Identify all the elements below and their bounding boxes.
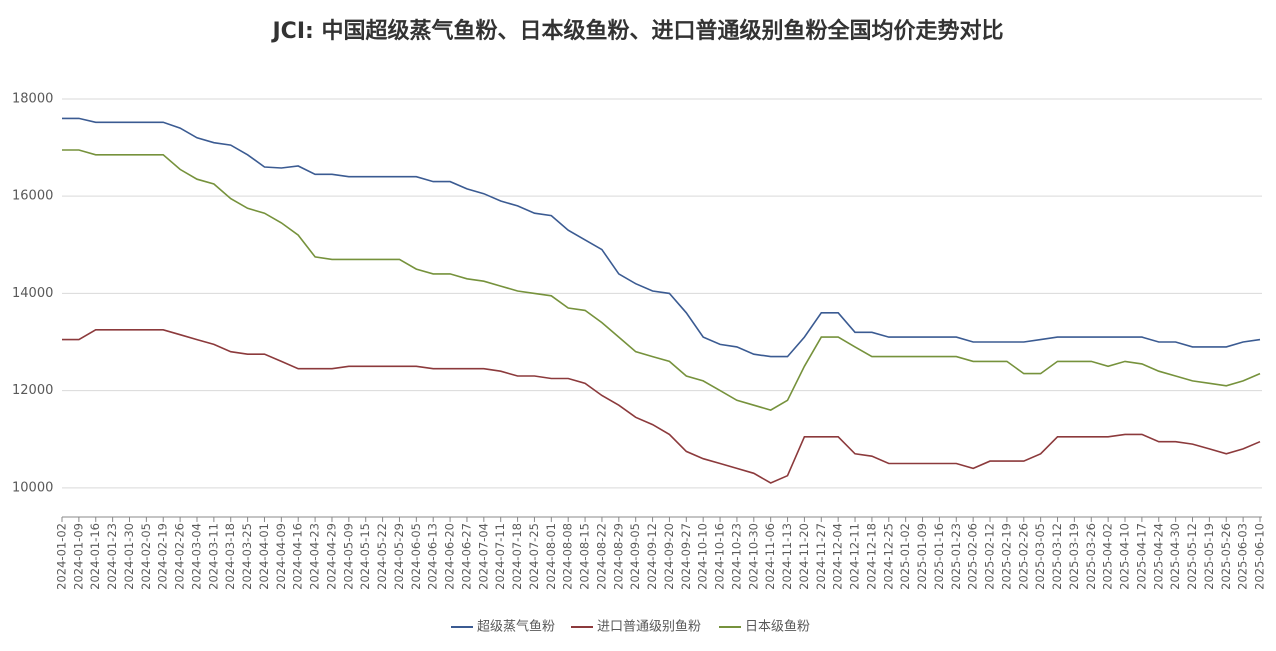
- x-tick-label: 2024-01-30: [122, 523, 136, 590]
- x-tick-label: 2024-09-12: [645, 523, 659, 590]
- x-tick-label: 2025-04-17: [1134, 523, 1148, 590]
- x-tick-label: 2024-02-19: [156, 523, 170, 590]
- x-tick-label: 2024-12-11: [848, 523, 862, 590]
- x-tick-label: 2025-02-26: [1016, 523, 1030, 590]
- x-tick-label: 2024-07-11: [493, 523, 507, 590]
- x-tick-label: 2024-03-04: [189, 523, 203, 590]
- legend-label: 日本级鱼粉: [745, 619, 810, 635]
- x-tick-label: 2025-03-05: [1033, 523, 1047, 590]
- series-line: [62, 117, 1261, 358]
- x-tick-label: 2024-04-29: [324, 523, 338, 590]
- x-tick-label: 2024-05-22: [375, 523, 389, 590]
- x-tick-label: 2024-11-06: [763, 523, 777, 590]
- x-tick-label: 2024-09-20: [662, 523, 676, 590]
- x-tick-label: 2025-03-12: [1050, 523, 1064, 590]
- x-tick-label: 2024-05-29: [392, 523, 406, 590]
- x-tick-label: 2024-11-13: [780, 523, 794, 590]
- x-tick-label: 2024-08-29: [611, 523, 625, 590]
- x-tick-label: 2024-10-30: [746, 523, 760, 590]
- x-tick-label: 2025-02-19: [999, 523, 1013, 590]
- x-tick-label: 2024-08-08: [561, 523, 575, 590]
- chart-title: JCI: 中国超级蒸气鱼粉、日本级鱼粉、进口普通级别鱼粉全国均价走势对比: [271, 18, 1004, 44]
- x-tick-label: 2024-11-20: [797, 523, 811, 590]
- x-tick-label: 2024-10-10: [696, 523, 710, 590]
- x-tick-label: 2024-01-23: [105, 523, 119, 590]
- x-tick-label: 2025-01-23: [949, 523, 963, 590]
- x-tick-label: 2024-06-05: [409, 523, 423, 590]
- x-tick-label: 2024-08-22: [594, 523, 608, 590]
- y-tick-label: 14000: [12, 286, 53, 301]
- x-tick-label: 2025-03-19: [1067, 523, 1081, 590]
- x-tick-label: 2025-05-19: [1202, 523, 1216, 590]
- x-tick-label: 2024-09-27: [679, 523, 693, 590]
- x-tick-label: 2024-01-09: [71, 523, 85, 590]
- x-tick-label: 2024-12-18: [864, 523, 878, 590]
- series-line: [62, 329, 1261, 484]
- x-tick-label: 2024-10-16: [713, 523, 727, 590]
- x-tick-label: 2024-04-09: [274, 523, 288, 590]
- x-tick-label: 2024-03-11: [206, 523, 220, 590]
- x-tick-label: 2024-05-15: [358, 523, 372, 590]
- x-tick-label: 2024-06-20: [443, 523, 457, 590]
- x-tick-label: 2025-04-24: [1151, 523, 1165, 590]
- x-tick-label: 2025-01-09: [915, 523, 929, 590]
- x-tick-label: 2024-06-27: [459, 523, 473, 590]
- x-tick-label: 2024-05-09: [341, 523, 355, 590]
- x-tick-label: 2024-10-23: [729, 523, 743, 590]
- x-tick-label: 2024-09-05: [628, 523, 642, 590]
- x-tick-label: 2024-04-01: [257, 523, 271, 590]
- x-tick-label: 2025-02-12: [983, 523, 997, 590]
- x-tick-label: 2024-07-18: [510, 523, 524, 590]
- x-tick-label: 2024-04-16: [291, 523, 305, 590]
- x-tick-label: 2024-03-18: [223, 523, 237, 590]
- x-tick-label: 2024-12-25: [881, 523, 895, 590]
- x-tick-label: 2025-04-02: [1101, 523, 1115, 590]
- x-tick-label: 2025-06-10: [1253, 523, 1267, 590]
- x-tick-label: 2025-03-26: [1084, 523, 1098, 590]
- x-tick-label: 2024-07-04: [476, 523, 490, 590]
- x-tick-label: 2024-08-01: [544, 523, 558, 590]
- x-tick-label: 2025-05-12: [1185, 523, 1199, 590]
- y-tick-label: 10000: [12, 480, 53, 495]
- x-tick-label: 2024-01-02: [55, 523, 69, 590]
- x-tick-label: 2024-04-23: [308, 523, 322, 590]
- y-tick-label: 18000: [12, 91, 53, 106]
- legend-label: 进口普通级别鱼粉: [597, 619, 701, 635]
- x-tick-label: 2024-11-27: [814, 523, 828, 590]
- x-tick-label: 2025-02-06: [966, 523, 980, 590]
- x-tick-label: 2024-07-25: [527, 523, 541, 590]
- x-tick-label: 2024-12-04: [831, 523, 845, 590]
- x-tick-label: 2024-02-26: [173, 523, 187, 590]
- x-tick-label: 2025-01-16: [932, 523, 946, 590]
- x-tick-label: 2024-02-05: [139, 523, 153, 590]
- x-tick-label: 2025-01-02: [898, 523, 912, 590]
- y-tick-label: 16000: [12, 189, 53, 204]
- series-line: [62, 149, 1261, 411]
- y-tick-label: 12000: [12, 383, 53, 398]
- x-tick-label: 2025-05-26: [1219, 523, 1233, 590]
- x-tick-label: 2024-06-13: [426, 523, 440, 590]
- legend-label: 超级蒸气鱼粉: [477, 619, 555, 635]
- x-tick-label: 2024-08-15: [578, 523, 592, 590]
- x-tick-label: 2024-01-16: [88, 523, 102, 590]
- x-tick-label: 2024-03-25: [240, 523, 254, 590]
- x-tick-label: 2025-06-03: [1236, 523, 1250, 590]
- x-tick-label: 2025-04-30: [1168, 523, 1182, 590]
- x-tick-label: 2025-04-10: [1118, 523, 1132, 590]
